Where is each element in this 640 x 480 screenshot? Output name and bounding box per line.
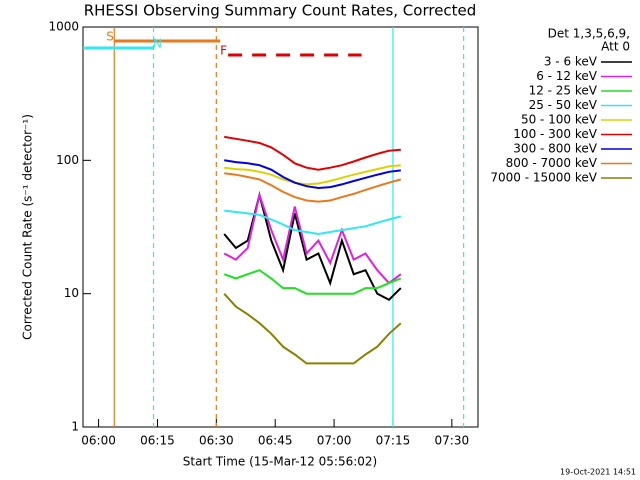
series-line — [224, 135, 401, 171]
legend-label: 25 - 50 keV — [529, 98, 598, 112]
chart-title: RHESSI Observing Summary Count Rates, Co… — [84, 2, 477, 20]
series-line — [224, 209, 402, 236]
series-line — [224, 172, 402, 203]
y-tick-label: 100 — [56, 153, 79, 167]
footer: 19-Oct-2021 14:51 — [560, 468, 636, 477]
x-tick-label: 07:30 — [435, 434, 470, 448]
legend-label: 800 - 7000 keV — [506, 156, 598, 170]
legend-title: Det 1,3,5,6,9, — [548, 27, 630, 41]
flag-label: S — [106, 30, 114, 44]
y-tick-label: 1 — [71, 420, 79, 434]
series-line — [223, 293, 402, 365]
series-line — [223, 191, 402, 285]
legend-label: 3 - 6 keV — [544, 55, 598, 69]
plot-frame — [82, 26, 479, 428]
flag-label: F — [220, 44, 227, 58]
series-line — [223, 269, 402, 295]
y-tick-label: 10 — [64, 286, 79, 300]
legend-label: 100 - 300 keV — [513, 127, 597, 141]
series-line — [224, 164, 401, 186]
legend-title: Att 0 — [601, 40, 630, 54]
flag-label: N — [153, 37, 162, 51]
y-tick-label: 1000 — [48, 20, 79, 34]
x-tick-label: 06:45 — [258, 434, 293, 448]
legend-label: 300 - 800 keV — [513, 142, 597, 156]
legend-label: 7000 - 15000 keV — [490, 171, 597, 185]
x-tick-label: 06:15 — [140, 434, 175, 448]
legend-label: 12 - 25 keV — [529, 84, 598, 98]
legend-label: 50 - 100 keV — [521, 113, 598, 127]
x-tick-label: 06:30 — [199, 434, 234, 448]
x-tick-label: 07:00 — [317, 434, 352, 448]
x-tick-label: 07:15 — [376, 434, 411, 448]
legend-label: 6 - 12 keV — [536, 69, 598, 83]
y-axis-label: Corrected Count Rate (s⁻¹ detector⁻¹) — [21, 114, 35, 340]
x-tick-label: 06:00 — [81, 434, 116, 448]
x-axis-label: Start Time (15-Mar-12 05:56:02) — [183, 455, 377, 469]
series-line — [224, 159, 401, 190]
